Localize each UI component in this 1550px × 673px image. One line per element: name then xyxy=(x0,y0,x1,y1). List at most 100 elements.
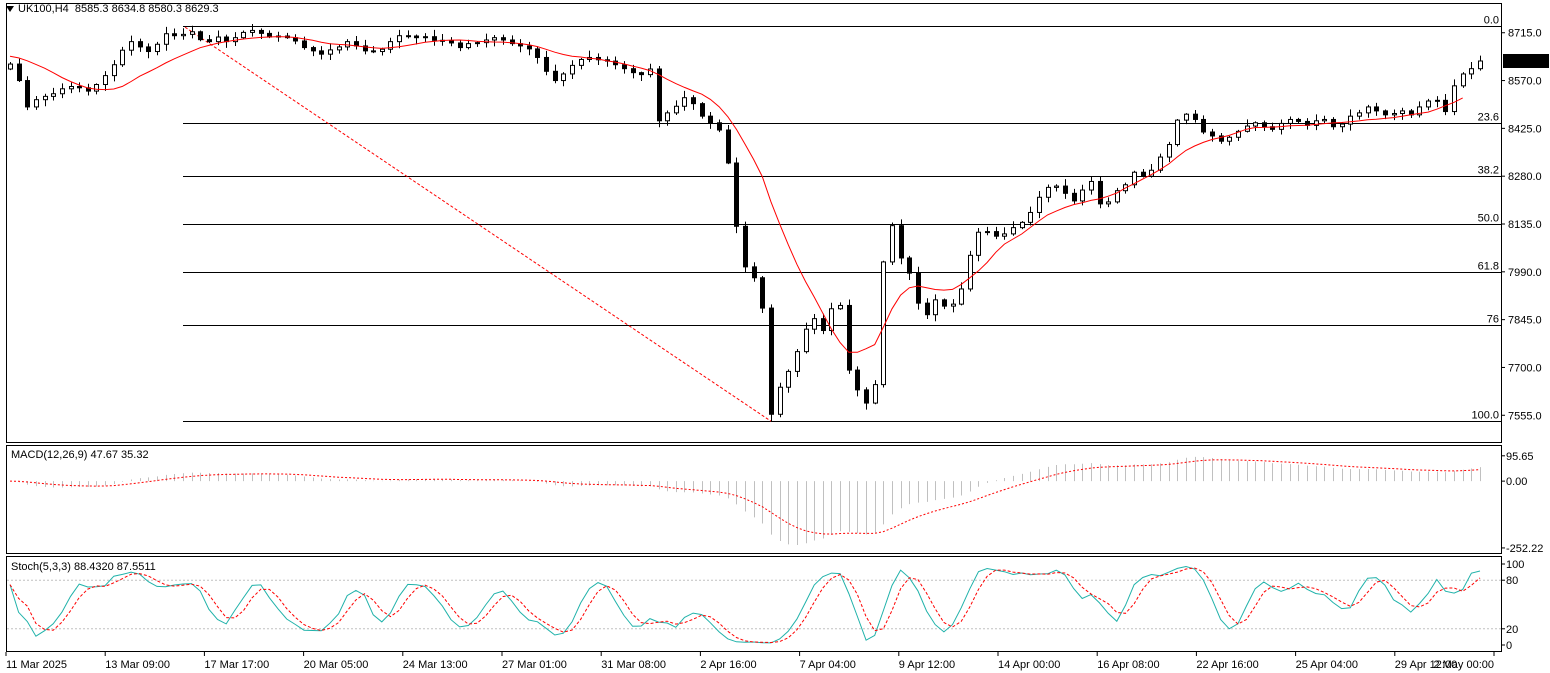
bear-candle xyxy=(1098,180,1103,205)
bear-candle xyxy=(1201,118,1206,133)
bear-candle xyxy=(544,56,549,72)
bear-candle xyxy=(899,225,904,259)
bear-candle xyxy=(907,257,912,274)
bull-candle xyxy=(1158,156,1163,171)
time-tick-label: 2 May 00:00 xyxy=(1433,659,1494,671)
current-price-box xyxy=(1503,53,1549,68)
price-tick-label: 8425.0 xyxy=(1508,123,1542,135)
bull-candle xyxy=(1357,112,1362,117)
fib-trend-line xyxy=(184,26,772,422)
bull-candle xyxy=(345,41,350,48)
bull-candle xyxy=(466,43,471,49)
bear-candle xyxy=(942,299,947,307)
bull-candle xyxy=(1478,60,1483,70)
time-tick-label: 17 Mar 17:00 xyxy=(204,659,269,671)
bear-candle xyxy=(406,35,411,38)
bull-candle xyxy=(1132,171,1137,186)
stoch-tick-label: 80 xyxy=(1506,575,1518,587)
bear-candle xyxy=(1063,185,1068,194)
time-tick-label: 29 Apr 12:00 xyxy=(1395,659,1457,671)
bull-candle xyxy=(423,36,428,39)
bull-candle xyxy=(1167,144,1172,158)
bull-candle xyxy=(1020,221,1025,229)
time-tick-label: 14 Apr 00:00 xyxy=(998,659,1060,671)
bull-candle xyxy=(388,41,393,50)
symbol-menu-triangle-icon[interactable] xyxy=(6,6,14,12)
bear-candle xyxy=(553,70,558,82)
bull-candle xyxy=(1089,180,1094,191)
current-price-label: 8629.3 xyxy=(1507,56,1541,68)
bear-candle xyxy=(760,277,765,309)
bull-candle xyxy=(1236,130,1241,138)
bear-candle xyxy=(207,39,212,43)
price-tick-label: 8570.0 xyxy=(1508,76,1542,88)
bull-candle xyxy=(43,95,48,101)
bull-candle xyxy=(129,41,134,51)
bull-candle xyxy=(1417,106,1422,116)
bull-candle xyxy=(1002,233,1007,237)
time-tick-label: 27 Mar 01:00 xyxy=(502,659,567,671)
bull-candle xyxy=(181,33,186,37)
bear-candle xyxy=(726,129,731,164)
bear-candle xyxy=(864,389,869,404)
stoch-tick-label: 20 xyxy=(1506,624,1518,636)
bear-candle xyxy=(743,225,748,268)
bull-candle xyxy=(1348,115,1353,125)
fib-level-label: 76 xyxy=(1487,314,1499,326)
bear-candle xyxy=(77,85,82,89)
bear-candle xyxy=(821,318,826,332)
bull-candle xyxy=(397,35,402,43)
bear-candle xyxy=(1262,122,1267,128)
bull-candle xyxy=(1322,118,1327,122)
main-pane xyxy=(6,3,1502,443)
bull-candle xyxy=(1452,85,1457,113)
bull-candle xyxy=(120,49,125,66)
stoch-pane xyxy=(6,556,1502,652)
bull-candle xyxy=(1288,118,1293,124)
bear-candle xyxy=(319,50,324,55)
time-tick-label: 31 Mar 08:00 xyxy=(601,659,666,671)
bull-candle xyxy=(890,225,895,263)
bear-candle xyxy=(458,42,463,49)
bear-candle xyxy=(138,41,143,48)
fib-level-label: 38.2 xyxy=(1478,165,1499,177)
bull-candle xyxy=(570,64,575,75)
bull-candle xyxy=(786,370,791,388)
bull-candle xyxy=(1469,68,1474,75)
bear-candle xyxy=(449,40,454,44)
bear-candle xyxy=(769,307,774,415)
bull-candle xyxy=(795,351,800,372)
fib-level-label: 61.8 xyxy=(1478,261,1499,273)
bear-candle xyxy=(700,103,705,117)
macd-axis: 95.65 0.00 -252.22 xyxy=(1501,451,1543,555)
bear-candle xyxy=(302,40,307,49)
macd-title: MACD(12,26,9) 47.67 35.32 xyxy=(11,449,149,461)
time-tick-label: 16 Apr 08:00 xyxy=(1097,659,1159,671)
bull-candle xyxy=(1400,110,1405,115)
bull-candle xyxy=(241,31,246,39)
bear-candle xyxy=(371,50,376,53)
bull-candle xyxy=(103,75,108,86)
bull-candle xyxy=(682,97,687,107)
price-tick-label: 7700.0 xyxy=(1508,362,1542,374)
stoch-tick-label: 100 xyxy=(1506,559,1524,571)
bull-candle xyxy=(216,36,221,43)
bull-candle xyxy=(380,48,385,53)
bull-candle xyxy=(34,99,39,108)
bear-candle xyxy=(691,97,696,105)
bear-candle xyxy=(25,80,30,108)
bear-candle xyxy=(657,68,662,122)
bull-candle xyxy=(968,254,973,290)
stochastic-indicator xyxy=(7,565,1501,644)
bear-candle xyxy=(311,47,316,52)
bull-candle xyxy=(1392,113,1397,116)
price-tick-label: 8280.0 xyxy=(1508,171,1542,183)
price-tick-label: 7555.0 xyxy=(1508,410,1542,422)
ohlc-values: 8585.3 8634.8 8580.3 8629.3 xyxy=(74,3,219,15)
bull-candle xyxy=(778,386,783,415)
symbol-header: UK100,H4 8585.3 8634.8 8580.3 8629.3 xyxy=(18,3,219,15)
price-tick-label: 7845.0 xyxy=(1508,315,1542,327)
bull-candle xyxy=(829,308,834,332)
bear-candle xyxy=(363,45,368,52)
